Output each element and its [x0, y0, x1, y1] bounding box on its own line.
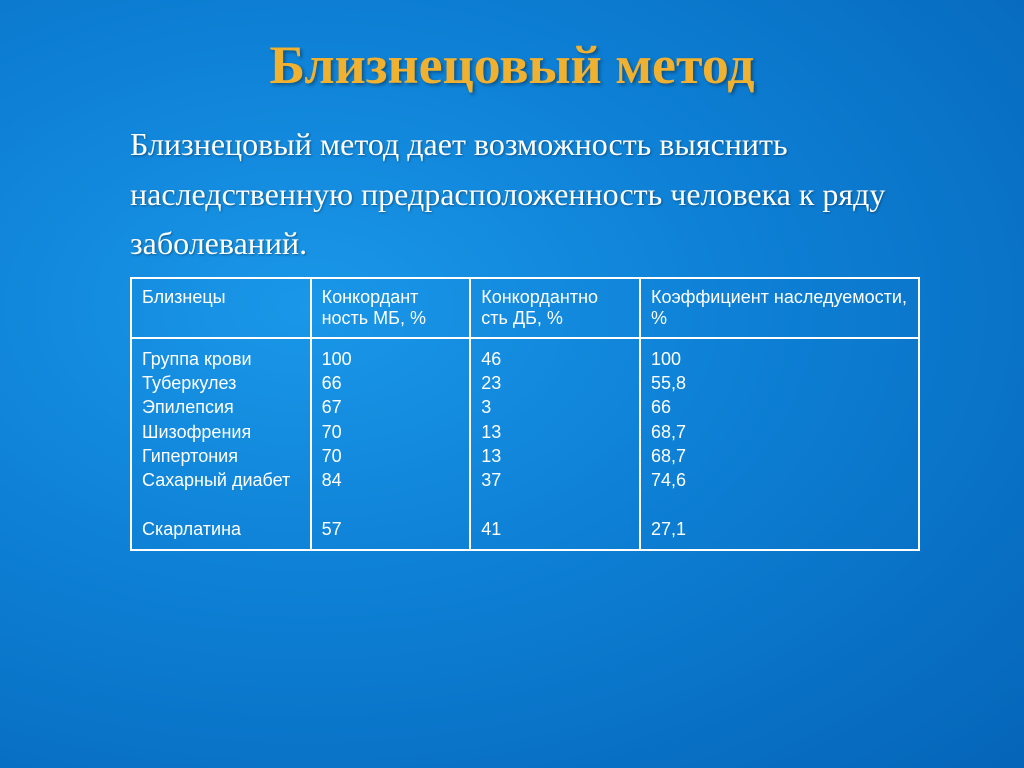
spacer: [481, 493, 629, 517]
db-value: 37: [481, 468, 629, 492]
concordance-table: Близнецы Конкордант ность МБ, % Конкорда…: [130, 277, 920, 551]
trait-label: Шизофрения: [142, 420, 300, 444]
mb-value: 70: [322, 420, 460, 444]
col-header-db: Конкордантно сть ДБ, %: [470, 278, 640, 338]
db-value: 41: [481, 517, 629, 541]
mb-value: 67: [322, 395, 460, 419]
cell-heritability: 100 55,8 66 68,7 68,7 74,6 27,1: [640, 338, 919, 550]
mb-value: 70: [322, 444, 460, 468]
table-data-row: Группа крови Туберкулез Эпилепсия Шизофр…: [131, 338, 919, 550]
spacer: [322, 493, 460, 517]
cell-db: 46 23 3 13 13 37 41: [470, 338, 640, 550]
table-container: Близнецы Конкордант ность МБ, % Конкорда…: [0, 269, 1024, 551]
heritability-value: 66: [651, 395, 908, 419]
mb-value: 57: [322, 517, 460, 541]
heritability-value: 27,1: [651, 517, 908, 541]
db-value: 3: [481, 395, 629, 419]
mb-value: 66: [322, 371, 460, 395]
trait-label: Гипертония: [142, 444, 300, 468]
trait-label: Туберкулез: [142, 371, 300, 395]
heritability-value: 100: [651, 347, 908, 371]
trait-label: Эпилепсия: [142, 395, 300, 419]
trait-label: Сахарный диабет: [142, 468, 300, 492]
heritability-value: 68,7: [651, 444, 908, 468]
mb-value: 84: [322, 468, 460, 492]
col-header-traits: Близнецы: [131, 278, 311, 338]
col-header-heritability: Коэффициент наследуемости, %: [640, 278, 919, 338]
trait-label: Скарлатина: [142, 517, 300, 541]
spacer: [142, 493, 300, 517]
trait-label: Группа крови: [142, 347, 300, 371]
db-value: 23: [481, 371, 629, 395]
heritability-value: 74,6: [651, 468, 908, 492]
slide-title: Близнецовый метод: [0, 0, 1024, 96]
db-value: 46: [481, 347, 629, 371]
cell-traits: Группа крови Туберкулез Эпилепсия Шизофр…: [131, 338, 311, 550]
table-header-row: Близнецы Конкордант ность МБ, % Конкорда…: [131, 278, 919, 338]
cell-mb: 100 66 67 70 70 84 57: [311, 338, 471, 550]
col-header-mb: Конкордант ность МБ, %: [311, 278, 471, 338]
slide-paragraph: Близнецовый метод дает возможность выясн…: [0, 96, 1024, 269]
db-value: 13: [481, 444, 629, 468]
spacer: [651, 493, 908, 517]
heritability-value: 55,8: [651, 371, 908, 395]
heritability-value: 68,7: [651, 420, 908, 444]
slide: Близнецовый метод Близнецовый метод дает…: [0, 0, 1024, 768]
mb-value: 100: [322, 347, 460, 371]
db-value: 13: [481, 420, 629, 444]
